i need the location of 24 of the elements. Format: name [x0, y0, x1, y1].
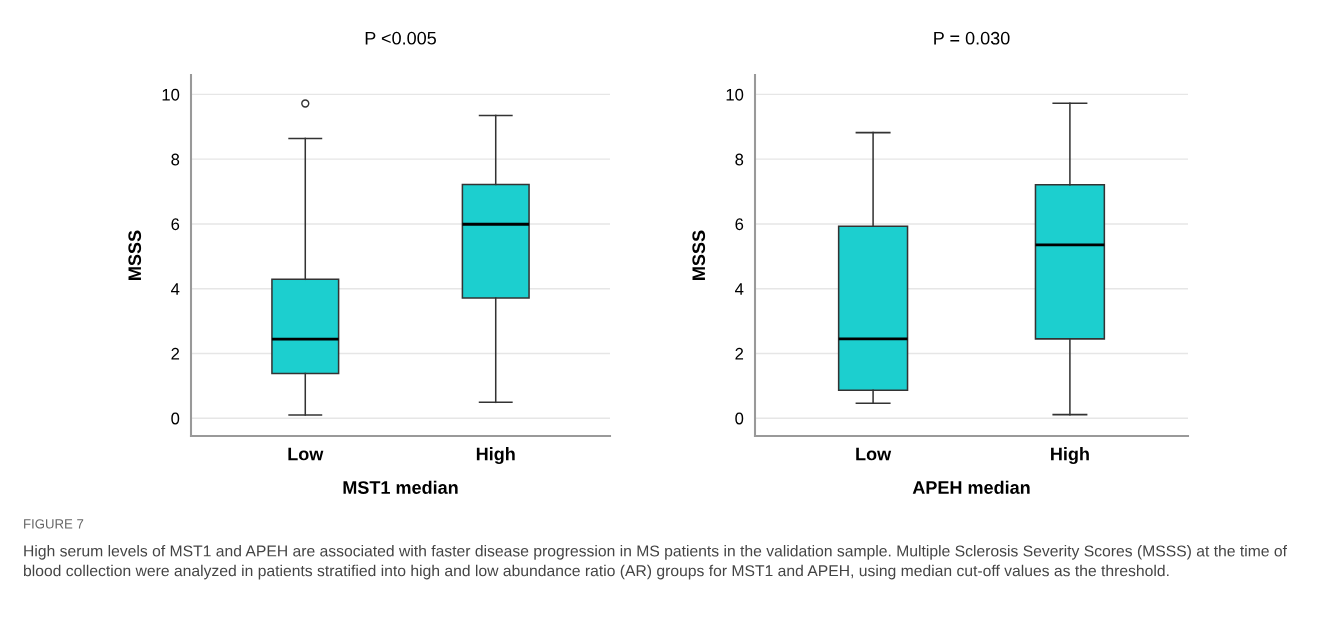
y-tick-label: 4: [171, 283, 180, 295]
chart-title: P = 0.030: [934, 31, 1010, 45]
y-tick-label: 10: [162, 88, 180, 101]
y-tick-label: 6: [171, 218, 180, 231]
x-tick-label: High: [1051, 447, 1089, 465]
y-tick-label: 0: [735, 412, 744, 425]
y-tick-label: 6: [735, 218, 744, 231]
chart-title: P <0.005: [365, 31, 436, 45]
caption: FIGURE 7: [24, 519, 84, 529]
y-tick-label: 8: [735, 153, 744, 166]
y-tick-label: 4: [735, 283, 744, 295]
y-tick-label: 2: [171, 347, 180, 360]
x-tick-label: High: [476, 447, 515, 465]
y-tick-label: 8: [171, 153, 180, 166]
x-axis-title: APEH median: [912, 480, 1030, 494]
y-axis-title: MSSS: [128, 230, 142, 280]
y-tick-label: 2: [735, 347, 744, 360]
text: High serum levels of MST1 and APEH are associated with faster disease progression in MS patients in the validation sample. Multiple Sclerosis Severity Scores (MSSS) at the time of blood collection were analyzed in patients stratified into high and low abundance ratio (AR) groups for MST1 and APEH, using median cut-off values as the threshold.: [24, 545, 1287, 580]
x-tick-label: Low: [288, 447, 324, 461]
x-tick-label: Low: [856, 447, 892, 461]
y-tick-label: 0: [171, 412, 180, 425]
x-axis-title: MST1 median: [343, 480, 458, 494]
y-tick-label: 10: [726, 88, 744, 101]
y-axis-title: MSSS: [692, 230, 706, 280]
